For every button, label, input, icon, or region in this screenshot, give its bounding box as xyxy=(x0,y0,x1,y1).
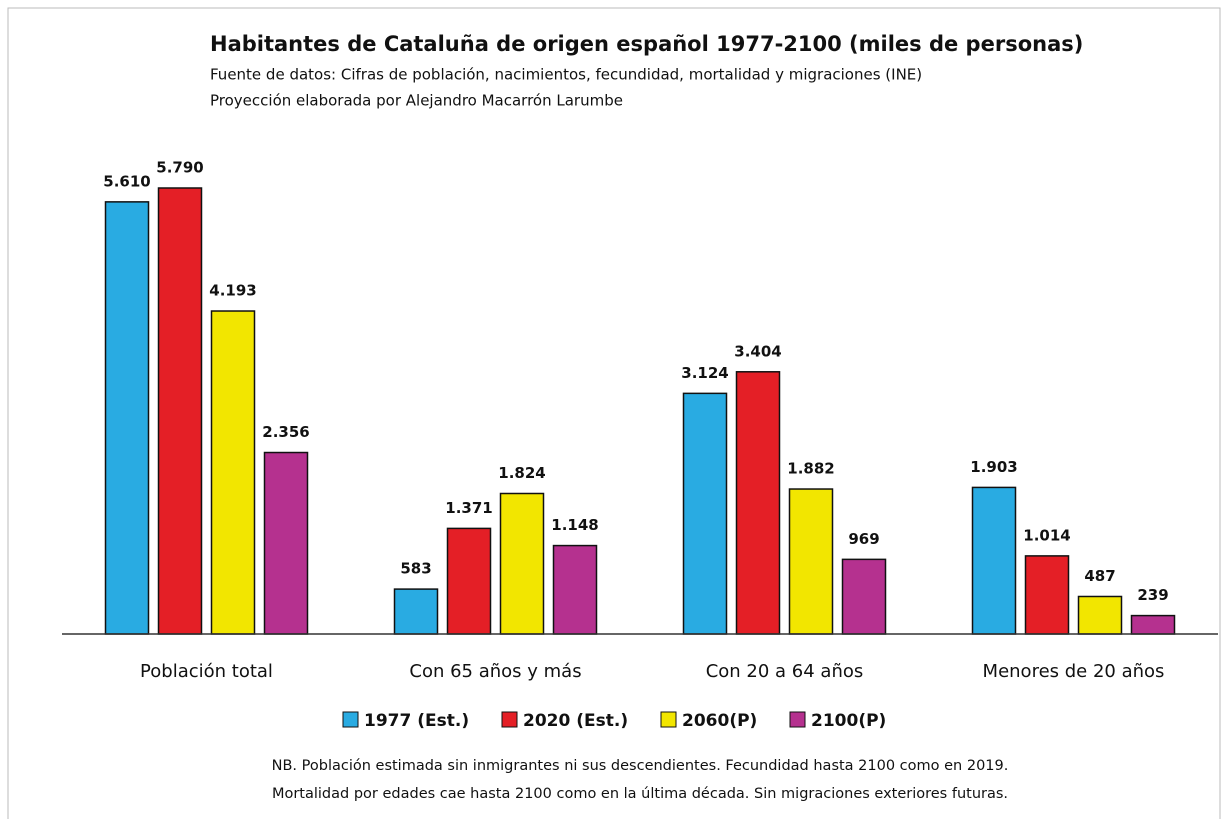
legend-label: 2060(P) xyxy=(682,711,757,731)
legend-swatch xyxy=(501,711,518,728)
value-label: 1.882 xyxy=(787,460,834,478)
legend-swatch xyxy=(660,711,677,728)
bar xyxy=(552,544,598,635)
bar xyxy=(210,310,256,635)
value-label: 5.790 xyxy=(156,159,203,177)
note: Mortalidad por edades cae hasta 2100 com… xyxy=(272,786,1008,802)
value-label: 4.193 xyxy=(209,282,256,300)
bar xyxy=(393,588,439,635)
value-label: 239 xyxy=(1137,586,1168,604)
value-label: 487 xyxy=(1084,567,1115,585)
x-tick-label: Menores de 20 años xyxy=(983,661,1165,682)
value-label: 1.148 xyxy=(551,516,598,534)
value-label: 1.014 xyxy=(1023,526,1070,544)
bar xyxy=(735,371,781,635)
legend-swatch xyxy=(789,711,806,728)
bar xyxy=(499,492,545,635)
bar xyxy=(682,392,728,635)
value-label: 1.903 xyxy=(970,458,1017,476)
value-label: 969 xyxy=(848,530,879,548)
bar xyxy=(157,187,203,635)
value-label: 3.404 xyxy=(734,342,781,360)
value-label: 2.356 xyxy=(262,423,309,441)
bar xyxy=(841,558,887,635)
frame xyxy=(7,7,1221,819)
bar xyxy=(788,488,834,635)
legend-label: 1977 (Est.) xyxy=(364,711,469,731)
subtitle: Proyección elaborada por Alejandro Macar… xyxy=(210,92,623,110)
value-label: 3.124 xyxy=(681,364,728,382)
chart-title: Habitantes de Cataluña de origen español… xyxy=(210,32,1083,56)
bar xyxy=(104,201,150,635)
value-label: 583 xyxy=(400,560,431,578)
legend-label: 2100(P) xyxy=(811,711,886,731)
note: NB. Población estimada sin inmigrantes n… xyxy=(272,758,1009,774)
x-tick-label: Población total xyxy=(140,661,273,682)
bar xyxy=(446,527,492,635)
bar xyxy=(263,451,309,635)
bar xyxy=(1077,595,1123,635)
value-label: 1.824 xyxy=(498,464,545,482)
legend-swatch xyxy=(342,711,359,728)
bar xyxy=(971,486,1017,635)
x-tick-label: Con 20 a 64 años xyxy=(706,661,864,682)
bar xyxy=(1130,614,1176,635)
x-tick-label: Con 65 años y más xyxy=(409,661,581,682)
legend-label: 2020 (Est.) xyxy=(523,711,628,731)
subtitle: Fuente de datos: Cifras de población, na… xyxy=(210,66,922,84)
value-label: 5.610 xyxy=(103,172,150,190)
value-label: 1.371 xyxy=(445,499,492,517)
bar xyxy=(1024,555,1070,635)
